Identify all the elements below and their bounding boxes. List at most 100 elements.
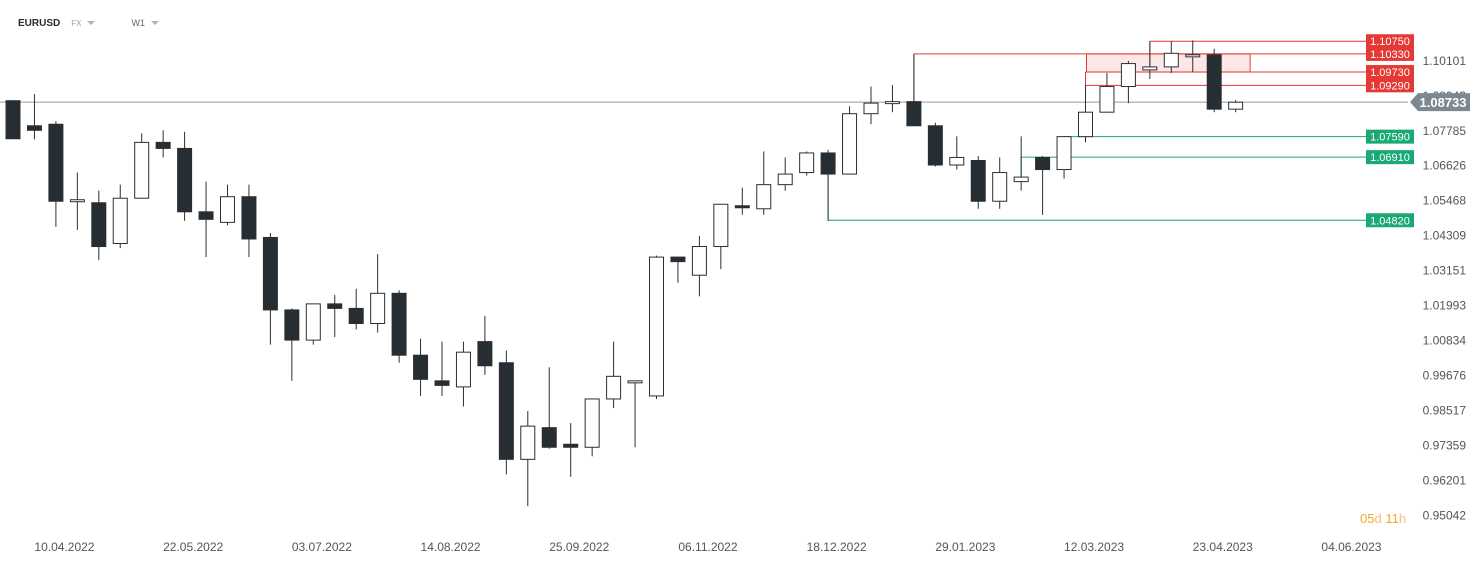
x-tick-label: 14.08.2022 <box>421 540 481 554</box>
bear-candle <box>498 362 514 460</box>
bear-candle <box>284 309 300 341</box>
bull-candle <box>799 152 815 174</box>
y-tick-label: 1.00834 <box>1423 334 1467 348</box>
bear-candle <box>198 211 214 220</box>
bull-candle <box>884 101 900 105</box>
y-tick-label: 0.97359 <box>1423 438 1467 452</box>
x-tick-label: 29.01.2023 <box>935 540 995 554</box>
x-tick-label: 06.11.2022 <box>678 540 737 554</box>
timeframe-label[interactable]: W1 <box>131 18 145 28</box>
bear-candle <box>1035 156 1051 171</box>
bear-candle <box>155 141 171 149</box>
bull-candle <box>520 425 536 460</box>
bull-candle <box>992 172 1008 202</box>
bear-candle <box>927 125 943 166</box>
x-tick-label: 04.06.2023 <box>1321 540 1381 554</box>
bear-candle <box>327 303 343 309</box>
bull-candle <box>1056 136 1072 171</box>
y-tick-label: 1.06626 <box>1423 159 1467 173</box>
bull-candle <box>1013 176 1029 183</box>
bear-candle <box>48 123 64 202</box>
y-tick-label: 0.95042 <box>1423 508 1467 522</box>
bear-candle <box>91 202 107 248</box>
bull-candle <box>112 197 128 245</box>
bull-candle <box>1185 54 1201 58</box>
resistance-level-tag <box>1366 65 1414 80</box>
bear-candle <box>241 196 257 240</box>
bull-candle <box>1078 111 1093 138</box>
bull-candle <box>777 173 793 186</box>
resistance-level-label: 1.09730 <box>1370 67 1410 79</box>
bull-candle <box>455 351 471 388</box>
bear-candle <box>262 236 278 311</box>
y-tick-label: 1.07785 <box>1423 124 1467 138</box>
bear-candle <box>906 101 922 127</box>
bull-candle <box>842 113 858 175</box>
timeframe-dropdown-chevron-icon[interactable] <box>150 21 159 25</box>
bull-candle <box>691 246 707 276</box>
bull-candle <box>863 102 879 115</box>
bull-candle <box>220 196 235 223</box>
current-price-label: 1.08733 <box>1420 95 1467 110</box>
bull-candle <box>584 398 600 448</box>
x-tick-label: 12.03.2023 <box>1064 540 1124 554</box>
bear-candle <box>26 125 42 131</box>
resistance-level-label: 1.10330 <box>1370 49 1410 61</box>
support-level-tag <box>1366 150 1414 165</box>
bear-candle <box>434 380 450 386</box>
bull-candle <box>1120 63 1136 88</box>
symbol-dropdown-chevron-icon[interactable] <box>87 21 96 25</box>
y-tick-label: 0.99676 <box>1423 369 1467 383</box>
bull-candle <box>370 292 386 324</box>
y-tick-label: 1.01993 <box>1423 299 1467 313</box>
resistance-level-tag <box>1366 46 1414 61</box>
bear-candle <box>734 205 750 209</box>
bull-candle <box>627 380 643 384</box>
chart-header: EURUSD FX W1 <box>18 15 159 31</box>
bull-candle <box>949 156 965 166</box>
candle-countdown: 05d 11h <box>1360 511 1406 526</box>
x-tick-label: 03.07.2022 <box>292 540 352 554</box>
y-tick-label: 0.96201 <box>1423 473 1467 487</box>
market-label: FX <box>71 18 82 28</box>
support-level-label: 1.04820 <box>1370 215 1410 227</box>
support-level-label: 1.06910 <box>1370 152 1410 164</box>
x-tick-label: 22.05.2022 <box>163 540 223 554</box>
support-level-tag <box>1366 213 1414 228</box>
y-tick-label: 0.98517 <box>1423 404 1467 418</box>
y-tick-label: 1.10101 <box>1423 54 1467 68</box>
bull-candle <box>649 256 664 397</box>
bear-candle <box>563 443 579 448</box>
bear-candle <box>1206 54 1222 110</box>
bear-candle <box>5 100 21 140</box>
symbol-label[interactable]: EURUSD <box>18 17 61 29</box>
resistance-level-label: 1.10750 <box>1370 36 1410 48</box>
countdown-days: 05 <box>1360 511 1375 526</box>
bear-candle <box>541 427 557 448</box>
bull-candle <box>713 203 729 248</box>
bear-candle <box>820 152 836 175</box>
y-tick-label: 1.04309 <box>1423 229 1467 243</box>
bear-candle <box>670 256 686 263</box>
bear-candle <box>413 354 429 380</box>
bull-candle <box>134 141 150 199</box>
y-tick-label: 1.05468 <box>1423 194 1467 208</box>
resistance-level-tag <box>1366 34 1414 49</box>
bull-candle <box>305 303 321 341</box>
x-tick-label: 25.09.2022 <box>549 540 609 554</box>
bull-candle <box>606 375 622 400</box>
countdown-hours-unit: h <box>1398 511 1407 526</box>
countdown-days-unit: d <box>1374 511 1382 526</box>
bull-candle <box>69 199 85 203</box>
bull-candle <box>756 184 772 210</box>
countdown-hours: 11 <box>1385 511 1399 526</box>
bear-candle <box>970 159 986 202</box>
bear-candle <box>477 341 493 367</box>
bull-candle <box>1099 86 1115 113</box>
support-level-label: 1.07590 <box>1370 132 1410 144</box>
bear-candle <box>348 307 364 324</box>
resistance-level-label: 1.09290 <box>1370 80 1410 92</box>
current-price-tag <box>1410 93 1470 112</box>
x-tick-label: 10.04.2022 <box>34 540 94 554</box>
